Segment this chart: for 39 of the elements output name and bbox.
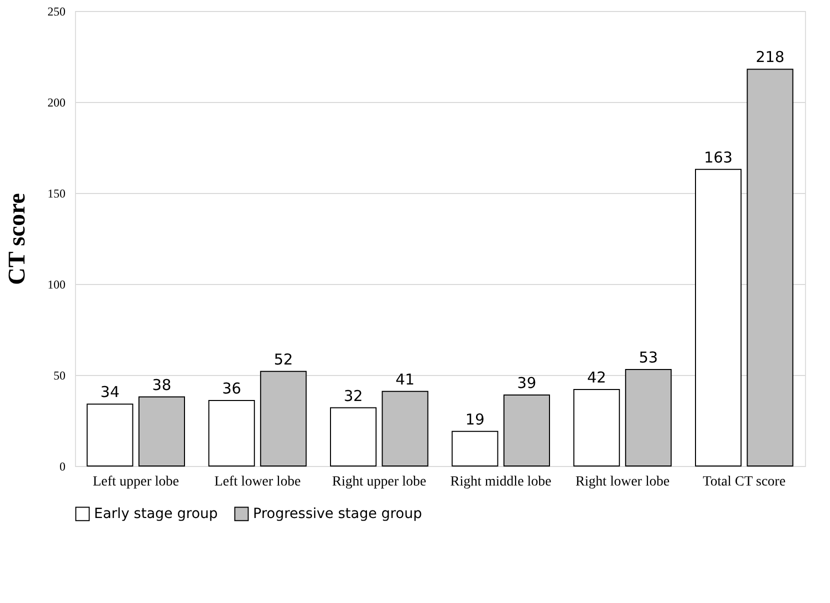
x-tick-label: Right lower lobe xyxy=(575,474,670,490)
data-label: 218 xyxy=(756,48,784,66)
data-label: 39 xyxy=(517,374,536,392)
y-tick-label: 200 xyxy=(48,96,66,110)
bar xyxy=(573,389,620,466)
y-tick-label: 250 xyxy=(48,4,66,18)
bar xyxy=(260,370,307,466)
y-tick-label: 0 xyxy=(60,460,66,474)
data-label: 36 xyxy=(222,379,242,398)
bar xyxy=(452,430,498,466)
y-tick-label: 50 xyxy=(54,368,66,382)
bar xyxy=(503,394,550,466)
data-label: 38 xyxy=(152,376,172,394)
bar xyxy=(208,400,255,466)
x-tick-label: Right upper lobe xyxy=(332,474,426,490)
data-label: 52 xyxy=(274,350,293,368)
bar xyxy=(138,396,185,466)
y-axis-title: CT score xyxy=(4,192,30,285)
data-label: 32 xyxy=(344,386,363,405)
bar xyxy=(695,168,742,466)
legend-label: Early stage group xyxy=(94,506,218,522)
bar xyxy=(746,68,794,466)
y-tick-label: 100 xyxy=(48,278,66,292)
data-label: 42 xyxy=(587,368,606,387)
bar xyxy=(382,390,428,466)
bar xyxy=(625,369,672,466)
data-label: 53 xyxy=(638,348,658,367)
y-tick-label: 150 xyxy=(48,186,66,200)
x-tick-label: Left lower lobe xyxy=(214,474,301,490)
bar xyxy=(330,407,377,466)
data-label: 34 xyxy=(100,383,120,402)
legend-label: Progressive stage group xyxy=(253,506,422,522)
x-tick-label: Total CT score xyxy=(702,474,786,490)
data-label: 19 xyxy=(465,410,484,428)
data-label: 163 xyxy=(704,148,733,166)
x-tick-label: Right middle lobe xyxy=(450,474,552,490)
data-label: 41 xyxy=(396,370,415,388)
bar xyxy=(86,404,134,466)
x-tick-label: Left upper lobe xyxy=(92,474,179,490)
